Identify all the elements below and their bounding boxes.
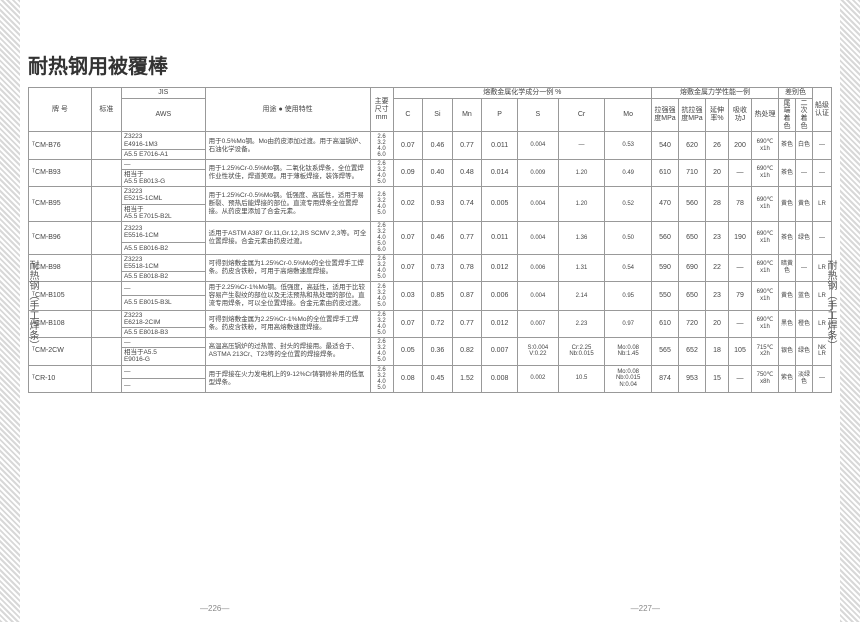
th-dim: 主要尺寸mm <box>370 88 393 132</box>
cell-grade: ᵀCM-B93 <box>29 159 92 186</box>
cell-aws: 相当于A5.5 E7015-B2L <box>121 204 205 221</box>
cell-aws: A5.5 E7016-A1 <box>121 149 205 159</box>
page-title: 耐热钢用被覆棒 <box>28 50 832 79</box>
th-cr: Cr <box>558 98 605 132</box>
cell-grade: ᵀCM-B76 <box>29 132 92 159</box>
cell-grade: ᵀCR-10 <box>29 365 92 392</box>
th-end: 尾端着色 <box>779 98 796 132</box>
side-label-left: 耐热钢（手工焊条） <box>24 260 38 350</box>
cell-jis: — <box>121 282 205 296</box>
cell-desc: 用于0.5%Mo钢。Mo由药皮添加过渡。用于高温锅炉、石油化学设备。 <box>205 132 370 159</box>
cell-dim: 2.63.24.05.0 <box>370 365 393 392</box>
cell-grade: ᵀCM-B96 <box>29 221 92 254</box>
cell-dim: 2.63.24.05.0 <box>370 254 393 281</box>
th-p: P <box>482 98 518 132</box>
cell-jis: Z3223E6218-2CIM <box>121 310 205 327</box>
cell-aws: — <box>121 379 205 393</box>
cell-dim: 2.63.24.06.0 <box>370 132 393 159</box>
cell-desc: 高温高压锅炉的过热管、封头的焊接用。最适合于、ASTMA 213Cr、T23等的… <box>205 338 370 365</box>
cell-jis: — <box>121 338 205 348</box>
th-imp: 吸收功J <box>729 98 752 132</box>
th-ts: 拉强强度MPa <box>652 98 679 132</box>
cell-aws: A5.5 E8015-B3L <box>121 296 205 310</box>
cell-aws: A5.5 E8016-B2 <box>121 242 205 254</box>
cell-dim: 2.63.24.05.06.0 <box>370 221 393 254</box>
th-si: Si <box>423 98 453 132</box>
cell-aws: A5.5 E8018-B3 <box>121 327 205 337</box>
th-heat: 热处理 <box>752 98 779 132</box>
cell-desc: 用于1.25%Cr-0.5%Mo钢。二氧化钛系焊条，全位置焊作业性状佳，焊道美观… <box>205 159 370 186</box>
cell-desc: 可得到熔敷金属为1.25%Cr-0.5%Mo的全位置焊手工焊条。药皮含铁粉，可用… <box>205 254 370 281</box>
page-num-right: —227— <box>631 604 660 613</box>
cell-desc: 用于2.25%Cr-1%Mo钢。低强度，高延性，适用于比较容易产生裂纹的部位以及… <box>205 282 370 310</box>
th-ys: 抗拉强度MPa <box>679 98 706 132</box>
spec-table: 牌 号 标准 JIS 用途 ● 使用特性 主要尺寸mm 熔敷金属化学成分一例 %… <box>28 87 832 393</box>
cell-jis: Z3223E5215-1CML <box>121 187 205 204</box>
cell-dim: 2.63.24.05.0 <box>370 282 393 310</box>
cell-dim: 2.63.24.05.0 <box>370 187 393 222</box>
th-mo: Mo <box>605 98 652 132</box>
th-usage: 用途 ● 使用特性 <box>205 88 370 132</box>
side-label-right: 耐热钢（手工焊条） <box>822 260 836 350</box>
th-el: 延伸率% <box>706 98 729 132</box>
page-num-left: —226— <box>200 604 229 613</box>
th-aws: AWS <box>121 98 205 132</box>
cell-desc: 用于焊接在火力发电机上的9-12%Cr铸钢修补用的低氢型焊条。 <box>205 365 370 392</box>
th-chem: 熔敷金属化学成分一例 % <box>393 88 651 99</box>
cell-jis: Z3223E5518-1CM <box>121 254 205 271</box>
cell-dim: 2.63.24.05.0 <box>370 310 393 337</box>
cell-desc: 用于1.25%Cr-0.5%Mo钢。低强度、高延性，适用于易断裂、预热后能焊接的… <box>205 187 370 222</box>
cell-aws: A5.5 E8018-B2 <box>121 272 205 282</box>
cell-dim: 2.63.24.05.0 <box>370 338 393 365</box>
th-std: 标准 <box>91 88 121 132</box>
cell-jis: — <box>121 365 205 379</box>
th-jis: JIS <box>121 88 205 99</box>
th-color: 差别色 <box>779 88 813 99</box>
cell-dim: 2.63.24.05.0 <box>370 159 393 186</box>
th-mn: Mn <box>452 98 482 132</box>
th-cert: 船级认证 <box>813 88 832 132</box>
cell-aws: 相当于A5.5 E8013-G <box>121 170 205 187</box>
cell-desc: 可得到熔敷金属为2.25%Cr-1%Mo的全位置焊手工焊条。药皮含铁粉，可用高熔… <box>205 310 370 337</box>
cell-jis: Z3223E5516-1CM <box>121 221 205 242</box>
th-mech: 熔敷金属力学性能一例 <box>652 88 779 99</box>
th-grade: 牌 号 <box>29 88 92 132</box>
th-c: C <box>393 98 423 132</box>
cell-desc: 适用于ASTM A387 Gr.11,Gr.12,JIS SCMV 2,3等。可… <box>205 221 370 254</box>
cell-jis: — <box>121 159 205 169</box>
cell-jis: Z3223E4916-1M3 <box>121 132 205 149</box>
th-s: S <box>517 98 558 132</box>
cell-aws: 相当于A5.5E9016-G <box>121 348 205 365</box>
th-sec: 二次着色 <box>796 98 813 132</box>
cell-grade: ᵀCM-B95 <box>29 187 92 222</box>
